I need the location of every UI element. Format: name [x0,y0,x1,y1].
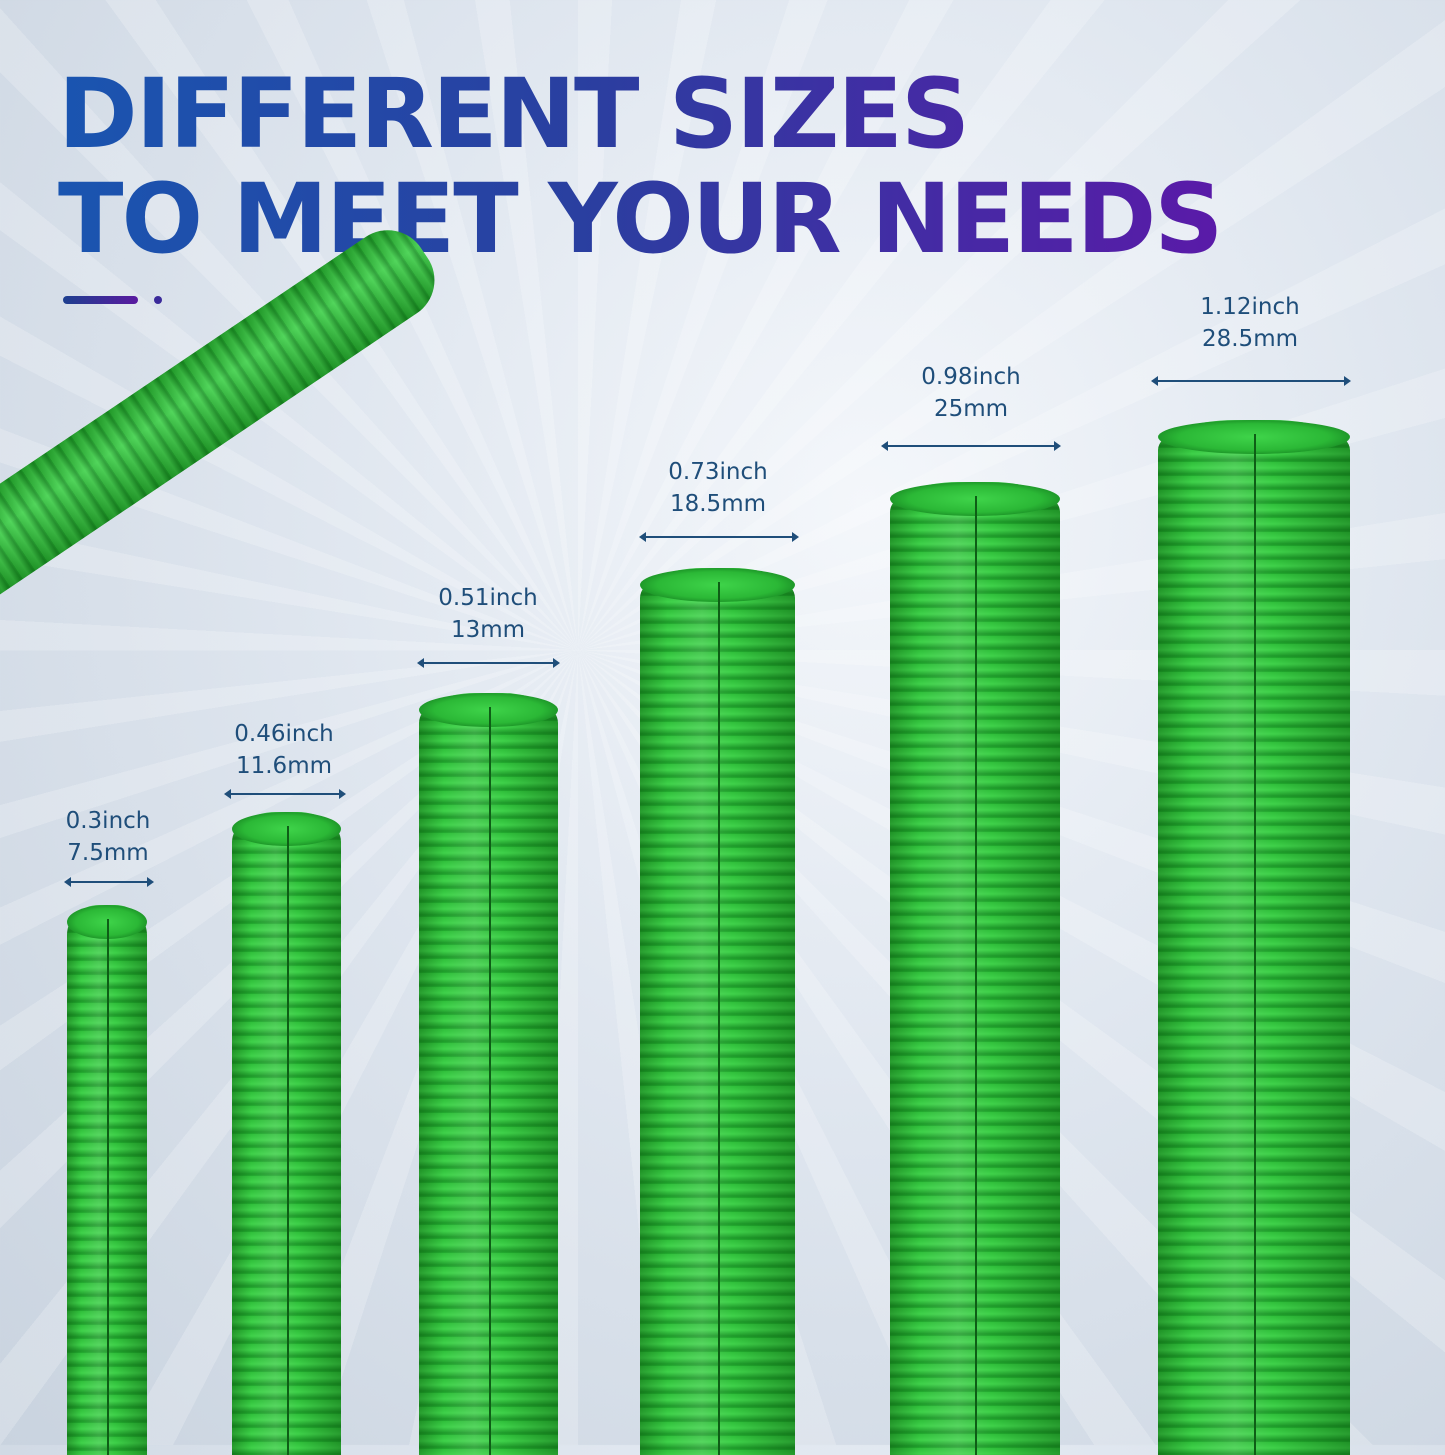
split-tube [419,693,558,1455]
size-mm: 28.5mm [1201,326,1299,352]
size-mm: 25mm [933,396,1009,422]
size-inch: 0.46inch [234,721,334,747]
size-inch: 1.12inch [1200,294,1300,320]
width-arrow [1151,376,1351,386]
width-arrow [881,441,1061,451]
size-inch: 0.51inch [438,585,538,611]
width-arrow [639,532,799,542]
split-tube [890,482,1060,1455]
width-arrow [64,877,154,887]
split-tube [232,812,341,1455]
size-mm: 13mm [450,617,526,643]
size-inch: 0.3inch [65,808,151,834]
split-tube [640,568,795,1455]
width-arrow [224,789,346,799]
size-label: 0.51inch 13mm [413,582,563,646]
size-inch: 0.98inch [921,364,1021,390]
size-mm: 18.5mm [669,491,767,517]
headline-line-1: DIFFERENT SIZES [58,58,969,170]
size-label: 1.12inch 28.5mm [1175,291,1325,355]
size-mm: 7.5mm [67,840,149,866]
headline: DIFFERENT SIZES TO MEET YOUR NEEDS [58,62,1221,272]
decorative-bar [63,296,138,304]
size-inch: 0.73inch [668,459,768,485]
size-label: 0.73inch 18.5mm [643,456,793,520]
width-arrow [417,658,560,668]
decorative-dot [154,296,162,304]
size-label: 0.46inch 11.6mm [214,718,354,782]
split-tube [1158,420,1350,1455]
size-label: 0.3inch 7.5mm [48,805,168,869]
size-mm: 11.6mm [235,753,333,779]
headline-line-2: TO MEET YOUR NEEDS [58,163,1222,275]
size-label: 0.98inch 25mm [896,361,1046,425]
split-tube [67,905,147,1455]
